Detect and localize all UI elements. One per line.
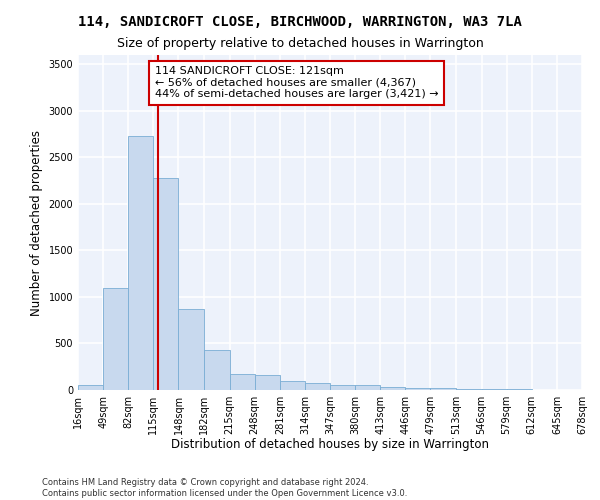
Bar (230, 374, 254, 390)
Bar (430, 388, 457, 390)
Bar (103, 288, 128, 390)
Bar (406, 388, 430, 390)
X-axis label: Distribution of detached houses by size in Warrington: Distribution of detached houses by size … (171, 438, 489, 452)
Text: 114, SANDICROFT CLOSE, BIRCHWOOD, WARRINGTON, WA3 7LA: 114, SANDICROFT CLOSE, BIRCHWOOD, WARRIN… (78, 15, 522, 29)
Bar (330, 385, 355, 390)
Bar (355, 386, 380, 390)
Bar (482, 389, 506, 390)
Text: Size of property relative to detached houses in Warrington: Size of property relative to detached ho… (116, 38, 484, 51)
Bar (178, 308, 205, 390)
Bar (305, 384, 330, 390)
Bar (205, 350, 230, 390)
Bar (280, 380, 305, 390)
Y-axis label: Number of detached properties: Number of detached properties (30, 130, 43, 316)
Text: 114 SANDICROFT CLOSE: 121sqm
← 56% of detached houses are smaller (4,367)
44% of: 114 SANDICROFT CLOSE: 121sqm ← 56% of de… (155, 66, 439, 100)
Bar (380, 386, 406, 390)
Bar (128, 136, 154, 390)
Text: Contains HM Land Registry data © Crown copyright and database right 2024.
Contai: Contains HM Land Registry data © Crown c… (42, 478, 407, 498)
Bar (154, 178, 178, 390)
Bar (254, 374, 280, 390)
Bar (457, 388, 482, 390)
Bar (78, 385, 103, 390)
